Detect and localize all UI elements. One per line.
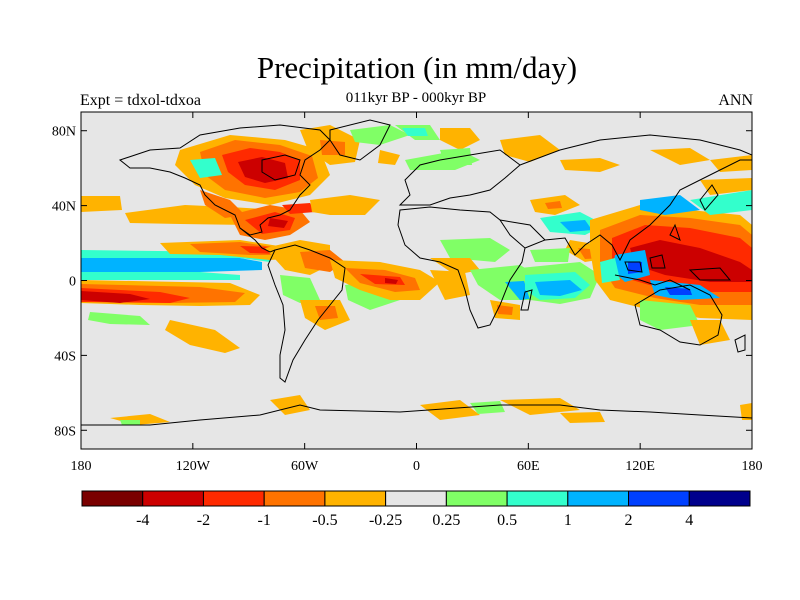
- lat-tick-label: 40N: [52, 200, 76, 215]
- latitude-axis: 80N 40N 0 40S 80S: [52, 125, 752, 439]
- colorbar-label: 0.5: [497, 512, 517, 529]
- colorbar-label: 1: [564, 512, 572, 529]
- coastlines: [81, 119, 752, 426]
- chart-subtitle: 011kyr BP - 000kyr BP: [345, 90, 487, 106]
- colorbar-swatch: [81, 490, 144, 507]
- lat-tick-label: 0: [69, 275, 76, 290]
- colorbar-swatch: [506, 490, 569, 507]
- lon-tick-label: 60E: [517, 459, 540, 474]
- colorbar: -4 -2 -1 -0.5 -0.25 0.25 0.5 1 2 4: [81, 490, 751, 529]
- experiment-label: Expt = tdxol-tdxoa: [80, 92, 202, 109]
- lon-tick-label: 120W: [176, 459, 211, 474]
- colorbar-swatch: [324, 490, 387, 507]
- colorbar-label: 4: [685, 512, 693, 529]
- colorbar-swatch: [263, 490, 326, 507]
- colorbar-swatch: [628, 490, 690, 507]
- colorbar-label: -2: [197, 512, 210, 529]
- chart-title: Precipitation (in mm/day): [256, 50, 578, 85]
- colorbar-label: 0.25: [432, 512, 460, 529]
- colorbar-swatch: [567, 490, 630, 507]
- season-label: ANN: [718, 92, 753, 109]
- lon-tick-label: 0: [413, 459, 420, 474]
- colorbar-swatch: [142, 490, 204, 507]
- longitude-axis: 180 120W 60W 0 60E 120E 180: [71, 112, 763, 474]
- lon-tick-label: 120E: [625, 459, 655, 474]
- colorbar-label: -1: [258, 512, 271, 529]
- colorbar-label: -0.25: [369, 512, 402, 529]
- lat-tick-label: 80S: [54, 424, 76, 439]
- lat-tick-label: 80N: [52, 125, 76, 140]
- colorbar-label: -4: [136, 512, 149, 529]
- colorbar-label: 2: [625, 512, 633, 529]
- colorbar-swatch: [385, 490, 447, 507]
- lat-tick-label: 40S: [54, 349, 76, 364]
- lon-tick-label: 60W: [291, 459, 319, 474]
- lon-tick-label: 180: [742, 459, 763, 474]
- colorbar-swatch: [202, 490, 265, 507]
- colorbar-swatch: [688, 490, 751, 507]
- colorbar-label: -0.5: [312, 512, 337, 529]
- colorbar-swatch: [445, 490, 508, 507]
- lon-tick-label: 180: [71, 459, 92, 474]
